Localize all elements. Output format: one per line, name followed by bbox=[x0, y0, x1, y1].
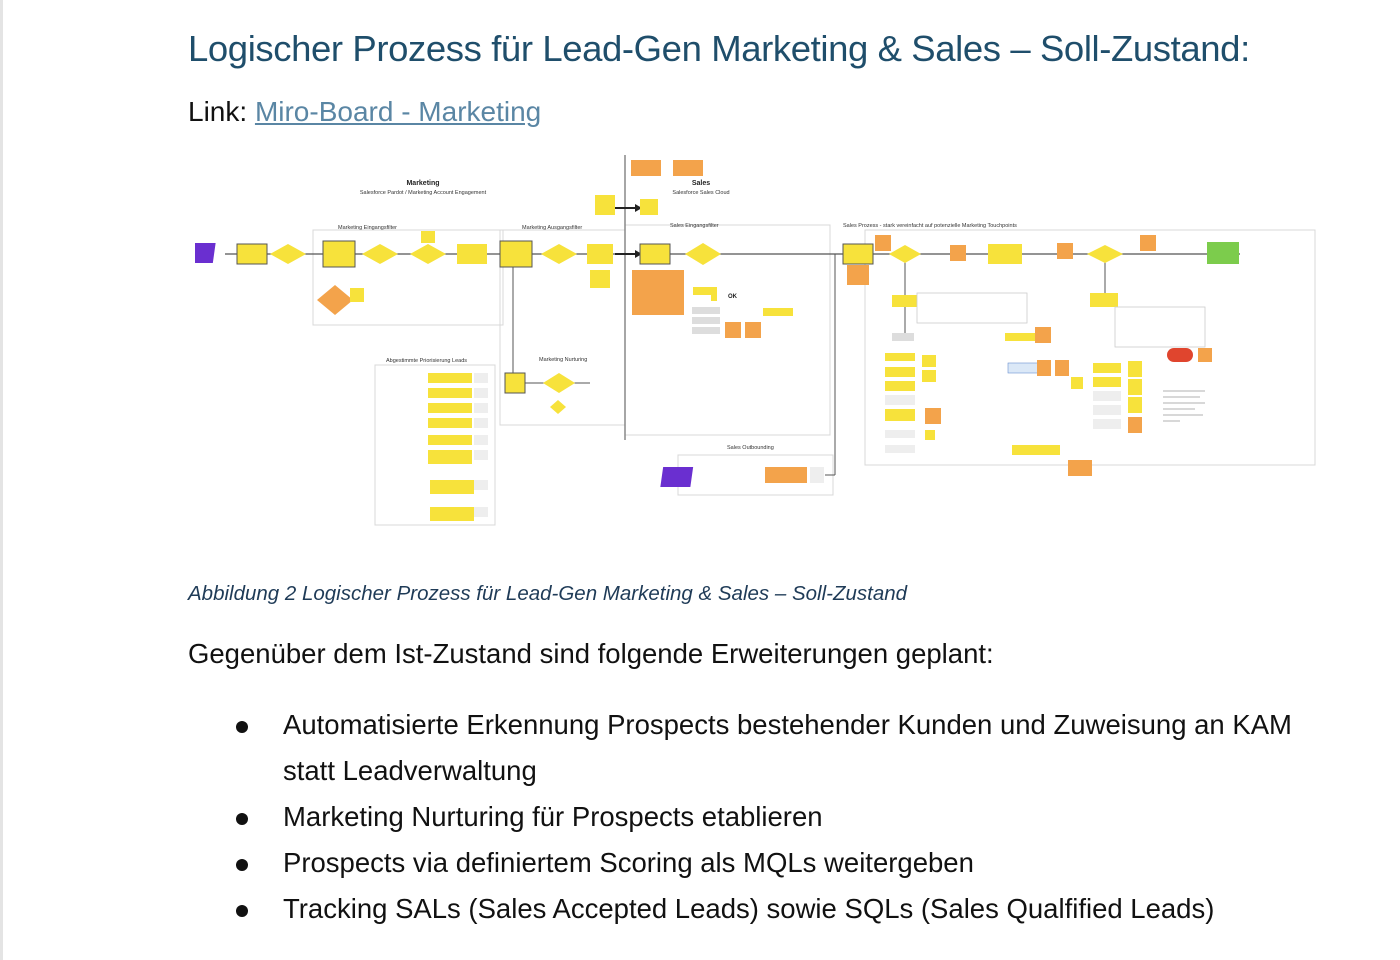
process-diagram-image: Marketing Salesforce Pardot / Marketing … bbox=[195, 155, 1320, 530]
ausgangsfilter-label: Marketing Ausgangsfilter bbox=[522, 225, 582, 231]
nurturing-label: Marketing Nurturing bbox=[539, 357, 587, 363]
priorisierung-label: Abgestimmte Priorisierung Leads bbox=[386, 358, 467, 364]
marketing-title: Marketing bbox=[406, 180, 439, 187]
link-prefix: Link: bbox=[188, 96, 255, 127]
list-item: Tracking SALs (Sales Accepted Leads) sow… bbox=[236, 886, 1336, 932]
sales-eingangsfilter-label: Sales Eingangsfilter bbox=[670, 223, 719, 229]
sales-subtitle: Salesforce Sales Cloud bbox=[672, 190, 729, 196]
extensions-list: Automatisierte Erkennung Prospects beste… bbox=[236, 702, 1336, 932]
page-left-edge bbox=[0, 0, 3, 960]
outbounding-label: Sales Outbounding bbox=[727, 445, 774, 451]
list-item: Marketing Nurturing für Prospects etabli… bbox=[236, 794, 1336, 840]
list-item-text: Automatisierte Erkennung Prospects beste… bbox=[283, 709, 1292, 786]
bullet-icon bbox=[236, 859, 248, 871]
page-heading: Logischer Prozess für Lead-Gen Marketing… bbox=[188, 28, 1250, 69]
list-item: Prospects via definiertem Scoring als MQ… bbox=[236, 840, 1336, 886]
ok-label: OK bbox=[728, 294, 738, 300]
intro-paragraph: Gegenüber dem Ist-Zustand sind folgende … bbox=[188, 638, 994, 669]
list-item-text: Tracking SALs (Sales Accepted Leads) sow… bbox=[283, 893, 1215, 924]
sales-prozess-label: Sales Prozess - stark vereinfacht auf po… bbox=[843, 223, 1017, 229]
list-item: Automatisierte Erkennung Prospects beste… bbox=[236, 702, 1336, 794]
sales-title: Sales bbox=[692, 180, 710, 187]
bullet-icon bbox=[236, 721, 248, 733]
list-item-text: Marketing Nurturing für Prospects etabli… bbox=[283, 801, 823, 832]
marketing-subtitle: Salesforce Pardot / Marketing Account En… bbox=[360, 190, 487, 196]
bullet-icon bbox=[236, 905, 248, 917]
link-line: Link: Miro-Board - Marketing bbox=[188, 96, 541, 128]
eingangsfilter-label: Marketing Eingangsfilter bbox=[338, 225, 397, 231]
bullet-icon bbox=[236, 813, 248, 825]
miro-board-link[interactable]: Miro-Board - Marketing bbox=[254, 96, 542, 127]
list-item-text: Prospects via definiertem Scoring als MQ… bbox=[283, 847, 974, 878]
figure-caption: Abbildung 2 Logischer Prozess für Lead-G… bbox=[188, 582, 908, 605]
